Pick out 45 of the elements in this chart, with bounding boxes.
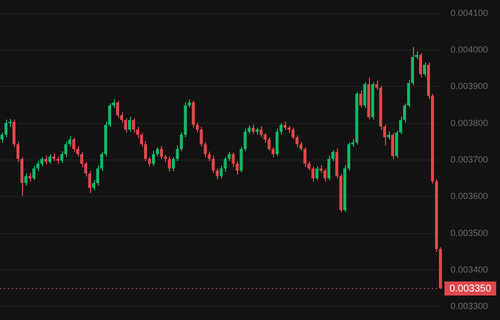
- candlestick: [128, 116, 132, 132]
- y-tick-label: 0.003300: [450, 301, 488, 312]
- y-tick-label: 0.003700: [450, 154, 488, 164]
- candlestick: [168, 156, 171, 172]
- candlestick: [323, 168, 326, 182]
- candlestick: [40, 156, 44, 167]
- candlestick: [156, 146, 159, 157]
- candlestick: [72, 137, 76, 152]
- y-tick-label: 0.003600: [450, 191, 488, 202]
- candlestick: [192, 100, 195, 128]
- candlestick: [132, 118, 136, 134]
- candlestick: [176, 145, 179, 162]
- y-tick-label: 0.004000: [450, 44, 488, 55]
- candlestick: [423, 62, 426, 77]
- candlestick: [148, 156, 151, 168]
- candlestick: [116, 100, 120, 118]
- candlestick: [172, 156, 175, 172]
- candlestick: [391, 132, 394, 160]
- candlestick: [252, 124, 255, 134]
- candlestick: [24, 173, 28, 186]
- y-tick-label: 0.003900: [450, 81, 488, 92]
- candlestick: [200, 126, 203, 147]
- candlestick: [208, 151, 211, 162]
- y-tick-label: 0.004100: [450, 8, 488, 18]
- candlestick: [232, 152, 235, 168]
- candlestick: [276, 128, 279, 156]
- candlestick: [327, 155, 330, 182]
- candlestick: [48, 154, 52, 164]
- candlestick: [180, 132, 183, 152]
- y-tick-label: 0.003400: [450, 264, 488, 274]
- candlestick: [152, 150, 155, 166]
- candlestick: [268, 136, 271, 152]
- candlestick: [32, 165, 36, 181]
- candlestick: [363, 82, 366, 108]
- y-tick-label: 0.003800: [450, 118, 488, 128]
- candlestick: [212, 155, 215, 174]
- candlestick: [196, 122, 199, 133]
- candlestick: [160, 146, 163, 160]
- candlestick: [315, 166, 318, 181]
- y-tick-label: 0.003500: [450, 228, 488, 238]
- candlestick: [291, 126, 294, 140]
- candlestick: [204, 142, 207, 158]
- candlestick: [419, 52, 422, 78]
- ref-line-label: 0.003350: [449, 283, 492, 294]
- candlestick: [260, 126, 263, 138]
